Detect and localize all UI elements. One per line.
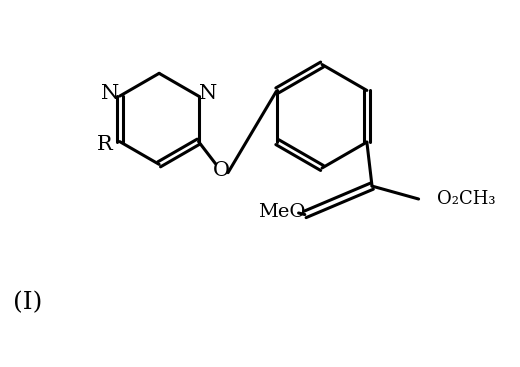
Text: (I): (I) (12, 291, 42, 314)
Text: O₂CH₃: O₂CH₃ (437, 190, 495, 208)
Text: N: N (101, 84, 120, 103)
Text: N: N (199, 84, 217, 103)
Text: MeO: MeO (258, 203, 305, 221)
Text: O: O (213, 160, 230, 179)
Text: R: R (97, 135, 113, 154)
